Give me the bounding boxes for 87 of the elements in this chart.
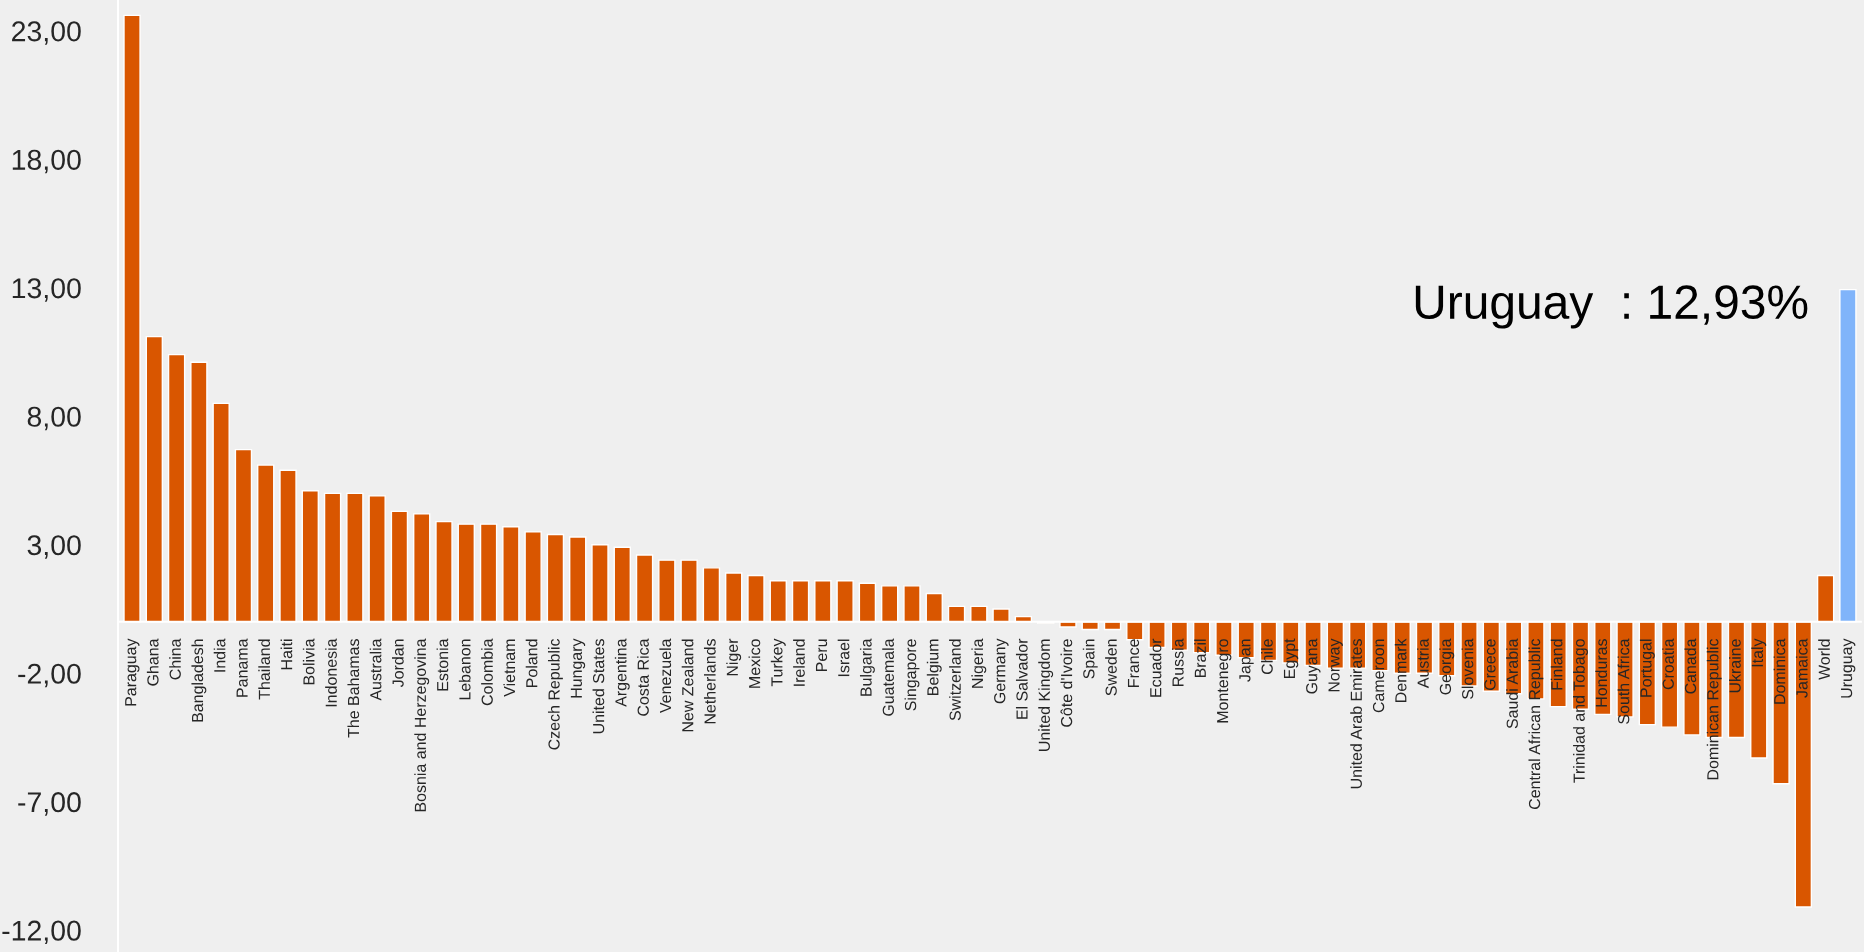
x-tick-label: United Kingdom <box>1038 639 1054 751</box>
x-tick-label: Spain <box>1082 639 1098 679</box>
x-tick-label: Central African Republic <box>1528 638 1544 810</box>
x-tick-label: Nigeria <box>971 638 987 688</box>
x-tick-label: Australia <box>369 638 382 701</box>
x-tick-label: Haiti <box>280 639 293 670</box>
y-tick-label: 23,00 <box>12 21 81 45</box>
x-tick-label: Israel <box>837 639 850 677</box>
x-tick-label: South Africa <box>1617 638 1630 724</box>
x-tick-label: Greece <box>1484 639 1496 691</box>
x-tick-label: Portugal <box>1639 639 1655 697</box>
y-tick-label: -7,00 <box>18 792 81 816</box>
x-tick-label: Thailand <box>258 639 271 700</box>
x-tick-label: Ghana <box>146 638 159 686</box>
x-tick-label: Niger <box>726 638 742 676</box>
y-tick-label: 3,00 <box>27 535 81 559</box>
x-tick-label: Colombia <box>481 638 493 706</box>
x-tick-label: Jordan <box>391 639 404 688</box>
x-tick-label: Norway <box>1328 638 1343 692</box>
x-tick-label: Paraguay <box>125 638 140 706</box>
x-tick-label: Vietnam <box>503 639 516 697</box>
x-tick-label: Panama <box>236 638 248 697</box>
x-tick-label: Ireland <box>793 639 805 686</box>
x-tick-label: Uruguay <box>1841 638 1856 698</box>
x-tick-label: Belgium <box>926 639 942 695</box>
x-tick-label: New Zealand <box>681 639 694 732</box>
x-tick-label: The Bahamas <box>347 639 360 738</box>
x-tick-label: Czech Republic <box>547 638 563 750</box>
x-tick-label: Georgia <box>1439 638 1455 695</box>
x-tick-label: Singapore <box>904 639 920 711</box>
x-tick-label: Netherlands <box>703 639 716 724</box>
x-tick-label: Slovenia <box>1461 638 1474 700</box>
x-tick-label: Venezuela <box>659 638 672 714</box>
x-tick-label: France <box>1127 639 1140 687</box>
x-tick-label: World <box>1818 639 1830 680</box>
x-tick-label: Guyana <box>1306 638 1321 694</box>
x-tick-label: Russia <box>1171 638 1184 686</box>
x-tick-label: Argentina <box>614 638 630 707</box>
x-tick-label: United States <box>592 639 605 734</box>
x-tick-label: Guatemala <box>882 638 894 716</box>
annotation: Uruguay : 12,93% <box>1415 285 1808 329</box>
x-tick-label: Bangladesh <box>191 639 207 722</box>
x-tick-label: Italy <box>1751 638 1767 667</box>
x-tick-label: Hungary <box>570 638 586 698</box>
x-tick-label: Bosnia and Herzegovina <box>414 638 430 812</box>
x-tick-label: Egypt <box>1283 638 1299 679</box>
x-tick-label: China <box>169 638 181 680</box>
x-tick-label: Ukraine <box>1729 639 1741 693</box>
x-tick-label: Lebanon <box>458 639 471 700</box>
x-tick-label: United Arab Emirates <box>1350 639 1362 789</box>
x-tick-label: Jamaica <box>1795 638 1808 698</box>
x-tick-label: Honduras <box>1595 639 1608 707</box>
x-tick-label: Ecuador <box>1149 638 1162 697</box>
x-tick-label: Finland <box>1550 639 1563 690</box>
x-tick-label: Dominica <box>1773 638 1786 704</box>
x-tick-label: Turkey <box>770 638 786 687</box>
x-tick-label: Montenegro <box>1217 639 1232 723</box>
x-tick-label: Dominican Republic <box>1706 638 1722 780</box>
x-tick-label: Croatia <box>1662 638 1674 690</box>
x-tick-label: Bolivia <box>302 638 315 685</box>
x-tick-label: Poland <box>525 639 538 687</box>
x-tick-label: Saudi Arabia <box>1506 638 1518 729</box>
x-tick-label: Canada <box>1684 638 1697 694</box>
x-tick-label: Japan <box>1239 639 1254 682</box>
x-tick-label: Côte d'Ivoire <box>1060 639 1073 727</box>
x-tick-label: Trinidad and Tobago <box>1573 639 1588 783</box>
x-tick-label: Indonesia <box>325 638 337 707</box>
x-tick-label: Denmark <box>1394 638 1407 702</box>
x-tick-label: India <box>213 638 226 672</box>
x-tick-label: Peru <box>815 639 828 671</box>
y-tick-label: -12,00 <box>2 920 81 945</box>
x-tick-label: Estonia <box>436 638 449 691</box>
x-tick-label: Costa Rica <box>637 638 649 716</box>
x-tick-label: Germany <box>994 638 1009 704</box>
x-tick-label: Bulgaria <box>859 638 875 696</box>
x-tick-label: Switzerland <box>949 639 961 721</box>
x-tick-label: Cameroon <box>1372 639 1385 713</box>
x-tick-label: Mexico <box>748 639 761 688</box>
x-tick-label: El Salvador <box>1015 638 1028 719</box>
x-tick-label: Brazil <box>1194 639 1206 678</box>
x-tick-label: Chile <box>1261 639 1273 675</box>
y-tick-label: 18,00 <box>12 149 81 174</box>
x-tick-label: Sweden <box>1105 639 1117 696</box>
x-tick-label: Austria <box>1417 638 1429 689</box>
y-tick-label: 13,00 <box>12 278 81 302</box>
y-tick-label: -2,00 <box>18 663 81 688</box>
y-tick-label: 8,00 <box>27 406 81 431</box>
